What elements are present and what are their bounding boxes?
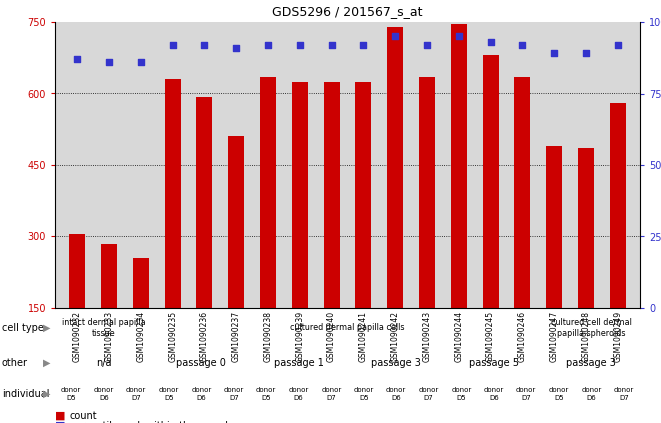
Text: donor
D7: donor D7 bbox=[613, 387, 634, 401]
Bar bbox=[610, 103, 626, 379]
Point bbox=[72, 56, 83, 63]
Bar bbox=[196, 97, 212, 379]
Point bbox=[358, 41, 369, 48]
Bar bbox=[165, 79, 180, 379]
Point bbox=[453, 33, 464, 40]
Text: cultured dermal papilla cells: cultured dermal papilla cells bbox=[290, 324, 405, 332]
Point bbox=[422, 41, 432, 48]
Point bbox=[517, 41, 527, 48]
Bar bbox=[133, 258, 149, 379]
Text: other: other bbox=[2, 358, 28, 368]
Bar bbox=[419, 77, 435, 379]
Bar bbox=[260, 77, 276, 379]
Text: individual: individual bbox=[2, 389, 50, 399]
Text: n/a: n/a bbox=[96, 358, 112, 368]
Text: cultured cell dermal
papilla spheroids: cultured cell dermal papilla spheroids bbox=[551, 318, 632, 338]
Point bbox=[104, 59, 114, 66]
Text: donor
D5: donor D5 bbox=[61, 387, 81, 401]
Text: donor
D5: donor D5 bbox=[256, 387, 276, 401]
Bar bbox=[356, 82, 371, 379]
Text: ▶: ▶ bbox=[43, 358, 51, 368]
Bar bbox=[546, 146, 562, 379]
Point bbox=[136, 59, 146, 66]
Text: donor
D7: donor D7 bbox=[418, 387, 439, 401]
Text: ▶: ▶ bbox=[43, 323, 51, 333]
Text: passage 1: passage 1 bbox=[274, 358, 324, 368]
Text: intact dermal papilla
tissue: intact dermal papilla tissue bbox=[62, 318, 145, 338]
Text: passage 0: passage 0 bbox=[176, 358, 226, 368]
Bar bbox=[228, 136, 244, 379]
Text: passage 3: passage 3 bbox=[371, 358, 421, 368]
Text: donor
D7: donor D7 bbox=[126, 387, 146, 401]
Text: donor
D6: donor D6 bbox=[386, 387, 407, 401]
Point bbox=[613, 41, 623, 48]
Bar bbox=[69, 234, 85, 379]
Text: ▶: ▶ bbox=[43, 389, 51, 399]
Bar bbox=[451, 25, 467, 379]
Text: donor
D6: donor D6 bbox=[94, 387, 114, 401]
Text: donor
D6: donor D6 bbox=[289, 387, 309, 401]
Text: percentile rank within the sample: percentile rank within the sample bbox=[69, 421, 234, 423]
Text: donor
D6: donor D6 bbox=[191, 387, 212, 401]
Text: donor
D5: donor D5 bbox=[354, 387, 374, 401]
Text: passage 3: passage 3 bbox=[566, 358, 616, 368]
Point bbox=[231, 44, 241, 51]
Point bbox=[549, 50, 559, 57]
Title: GDS5296 / 201567_s_at: GDS5296 / 201567_s_at bbox=[272, 5, 423, 18]
Point bbox=[580, 50, 591, 57]
Text: ■: ■ bbox=[55, 421, 65, 423]
Text: donor
D6: donor D6 bbox=[581, 387, 602, 401]
Bar bbox=[514, 77, 530, 379]
Bar bbox=[387, 27, 403, 379]
Bar bbox=[292, 82, 308, 379]
Text: donor
D5: donor D5 bbox=[549, 387, 569, 401]
Text: donor
D6: donor D6 bbox=[484, 387, 504, 401]
Text: ■: ■ bbox=[55, 411, 65, 421]
Point bbox=[390, 33, 401, 40]
Point bbox=[295, 41, 305, 48]
Text: donor
D7: donor D7 bbox=[321, 387, 341, 401]
Text: donor
D7: donor D7 bbox=[516, 387, 536, 401]
Text: count: count bbox=[69, 411, 97, 421]
Text: passage 5: passage 5 bbox=[469, 358, 519, 368]
Bar bbox=[101, 244, 117, 379]
Bar bbox=[324, 82, 340, 379]
Point bbox=[199, 41, 210, 48]
Point bbox=[167, 41, 178, 48]
Point bbox=[327, 41, 337, 48]
Point bbox=[262, 41, 273, 48]
Text: cell type: cell type bbox=[2, 323, 44, 333]
Point bbox=[485, 38, 496, 45]
Text: donor
D7: donor D7 bbox=[223, 387, 244, 401]
Text: donor
D5: donor D5 bbox=[159, 387, 179, 401]
Bar bbox=[483, 55, 498, 379]
Bar bbox=[578, 148, 594, 379]
Text: donor
D5: donor D5 bbox=[451, 387, 471, 401]
